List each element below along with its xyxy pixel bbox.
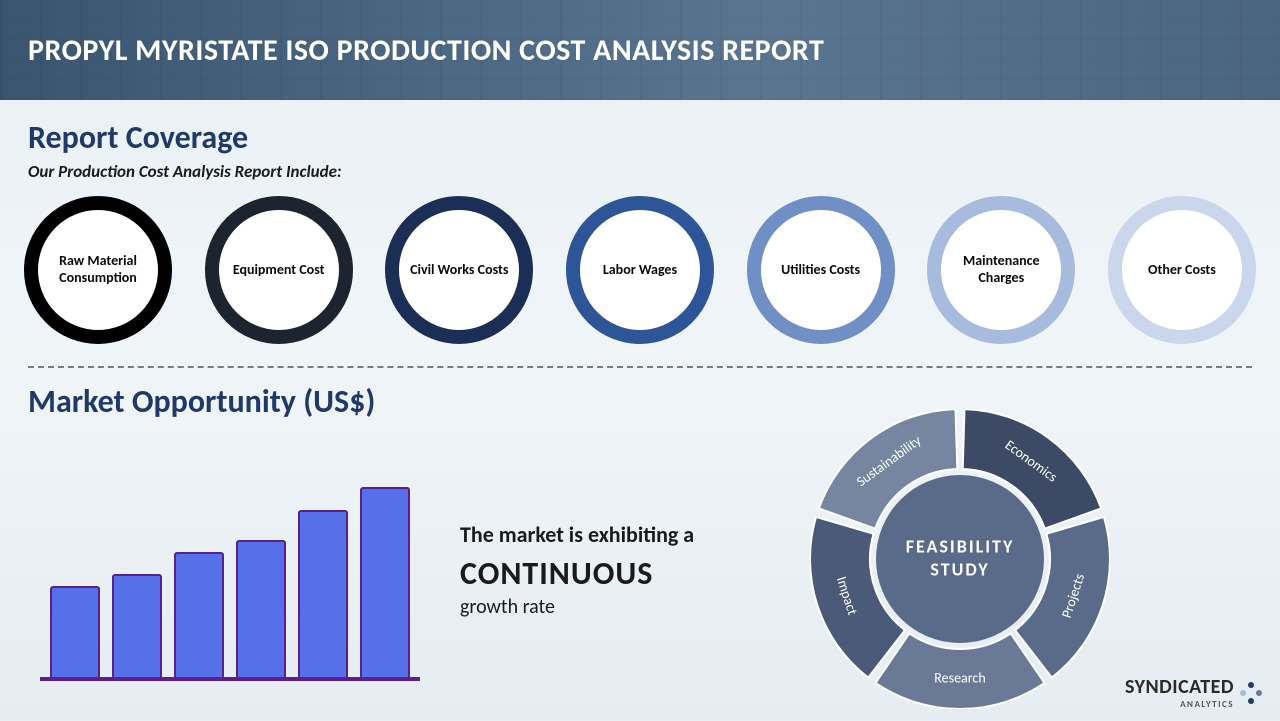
coverage-circle: Maintenance Charges <box>927 196 1075 344</box>
header-band: PROPYL MYRISTATE ISO PRODUCTION COST ANA… <box>0 0 1280 100</box>
logo-subtext: ANALYTICS <box>1125 699 1234 710</box>
wheel-segment-label: Research <box>934 669 985 686</box>
chart-bar <box>360 487 410 677</box>
coverage-subtitle: Our Production Cost Analysis Report Incl… <box>0 161 1280 196</box>
bar-chart-container <box>20 421 440 721</box>
coverage-circle: Labor Wages <box>566 196 714 344</box>
lower-region: The market is exhibiting a CONTINUOUS gr… <box>0 421 1280 721</box>
brand-logo: SYNDICATED ANALYTICS <box>1125 675 1262 710</box>
coverage-circle: Civil Works Costs <box>385 196 533 344</box>
coverage-circles-row: Raw Material ConsumptionEquipment CostCi… <box>0 196 1280 344</box>
coverage-circle: Raw Material Consumption <box>24 196 172 344</box>
coverage-circle: Other Costs <box>1108 196 1256 344</box>
chart-bar <box>236 540 286 677</box>
chart-bar <box>112 574 162 677</box>
coverage-circle: Utilities Costs <box>747 196 895 344</box>
market-text-word: CONTINUOUS <box>460 554 820 593</box>
chart-bar <box>50 586 100 677</box>
logo-dots-icon <box>1240 682 1262 704</box>
page-title: PROPYL MYRISTATE ISO PRODUCTION COST ANA… <box>28 32 824 69</box>
coverage-circle: Equipment Cost <box>205 196 353 344</box>
market-text-line1: The market is exhibiting a <box>460 521 820 548</box>
chart-bar <box>174 552 224 677</box>
feasibility-center-label: FEASIBILITY STUDY <box>906 536 1015 583</box>
chart-bar <box>298 510 348 677</box>
market-text: The market is exhibiting a CONTINUOUS gr… <box>440 421 820 721</box>
feasibility-center-line1: FEASIBILITY <box>906 536 1015 558</box>
feasibility-center-line2: STUDY <box>930 559 989 581</box>
coverage-title: Report Coverage <box>0 100 1280 161</box>
logo-text: SYNDICATED <box>1125 675 1234 699</box>
market-bar-chart <box>40 481 420 681</box>
market-text-line2: growth rate <box>460 595 820 619</box>
feasibility-wheel: EconomicsProjectsResearchImpactSustainab… <box>810 409 1110 709</box>
